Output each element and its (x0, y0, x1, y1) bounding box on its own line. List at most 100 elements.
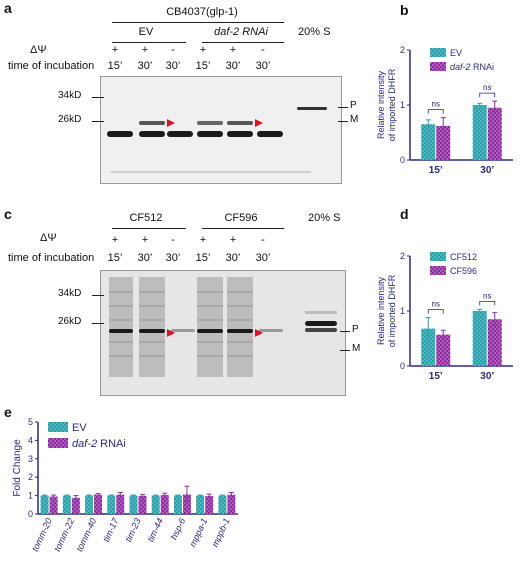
legend-swatch (48, 422, 68, 432)
panel-a-gel (100, 76, 342, 184)
legend-label: daf-2 RNAi (450, 62, 494, 72)
panel-a-label: a (4, 0, 12, 16)
panel-c-time-3: 15’ (195, 252, 211, 264)
bar (487, 319, 502, 366)
panel-a-marker-26kd: 26kD (58, 114, 82, 125)
panel-c-marker-26kd-tick (92, 323, 104, 324)
bar (205, 495, 214, 514)
panel-c-time-4: 30’ (225, 252, 241, 264)
panel-a-dpsi-2: - (171, 44, 175, 56)
bar (116, 494, 125, 514)
legend-label: CF596 (450, 266, 477, 276)
panel-c-group-cf512: CF512 (129, 212, 163, 224)
x-tick-label: 30’ (480, 371, 494, 382)
significance-label: ns (483, 83, 491, 92)
panel-a-time-0: 15’ (107, 60, 123, 72)
x-tick-label: tomm-40 (74, 517, 98, 553)
panel-a-time-1: 30’ (137, 60, 153, 72)
panel-c-dpsi-1: + (141, 234, 149, 246)
bar (138, 495, 147, 514)
legend-swatch (48, 438, 68, 448)
panel-c-p-tick (340, 331, 350, 332)
panel-c-standard: 20% S (308, 212, 341, 224)
panel-c-m-tick (340, 350, 350, 351)
y-axis-label: Fold Change (12, 439, 23, 497)
x-tick-label: tomm-20 (30, 517, 54, 553)
significance-bracket (479, 300, 496, 306)
y-axis-label: of imported DHFR (387, 274, 397, 347)
panel-a-group-ev: EV (138, 26, 154, 38)
y-tick-label: 3 (28, 454, 33, 464)
x-tick-label: mppa-1 (188, 517, 210, 549)
bar (487, 107, 502, 160)
panel-a-time-4: 30’ (225, 60, 241, 72)
bar (421, 328, 436, 366)
y-tick-label: 4 (28, 435, 33, 445)
bar (62, 495, 71, 514)
panel-a-p-label: P (350, 100, 357, 111)
x-tick-label: 15’ (429, 165, 443, 176)
bar (129, 495, 138, 514)
y-tick-label: 0 (400, 361, 405, 371)
panel-c-group-cf512-line (112, 228, 186, 229)
panel-a-dpsi-label: ΔΨ (30, 44, 47, 56)
panel-b-label: b (400, 2, 409, 18)
panel-a-strain-line (112, 22, 284, 23)
chart-b: 0 1 2 15’ ns 30’ ns Relative intensity of import… (376, 45, 513, 176)
x-tick-label: tim-44 (145, 517, 165, 544)
significance-label: ns (483, 291, 491, 300)
bar (151, 495, 160, 514)
panel-a-time-label: time of incubation (8, 60, 95, 72)
bar (160, 495, 169, 514)
y-tick-label: 0 (400, 155, 405, 165)
panel-c-time-2: 30’ (165, 252, 181, 264)
legend-swatch (430, 62, 446, 71)
bar (196, 495, 205, 514)
bar (436, 125, 451, 160)
panel-c-dpsi-2: - (171, 234, 175, 246)
y-axis-label: of imported DHFR (387, 68, 397, 141)
legend-swatch (430, 266, 446, 275)
x-tick-label: tim-17 (101, 516, 121, 544)
y-tick-label: 5 (28, 417, 33, 427)
panel-a-m-tick (338, 121, 348, 122)
panel-a-marker-34kd-tick (92, 97, 104, 98)
x-tick-label: 15’ (429, 371, 443, 382)
x-tick-label: tim-23 (123, 517, 143, 544)
panel-a-p-tick (338, 107, 348, 108)
panel-a-time-5: 30’ (255, 60, 271, 72)
panel-c-gel (100, 270, 346, 396)
panel-a-dpsi-0: + (111, 44, 119, 56)
bar (227, 494, 236, 514)
bar (40, 495, 49, 514)
panel-a-marker-26kd-tick (92, 121, 104, 122)
panel-c-dpsi-4: + (229, 234, 237, 246)
significance-label: ns (432, 300, 440, 309)
panel-c-dpsi-5: - (261, 234, 265, 246)
panel-c-dpsi-0: + (111, 234, 119, 246)
y-axis-label: Relative intensity (376, 70, 386, 139)
panel-c-marker-34kd-tick (92, 295, 104, 296)
panel-a-standard: 20% S (298, 26, 331, 38)
panel-a-time-2: 30’ (165, 60, 181, 72)
bar (85, 495, 94, 514)
panel-c-marker-26kd: 26kD (58, 316, 82, 327)
panel-a-group-daf2-line (202, 42, 284, 43)
panel-c-dpsi-3: + (199, 234, 207, 246)
panel-c-label: c (4, 206, 12, 222)
bar (182, 494, 191, 514)
legend-swatch (430, 252, 446, 261)
significance-bracket (427, 109, 444, 114)
panel-a-strain: CB4037(glp-1) (166, 6, 238, 18)
y-tick-label: 1 (400, 306, 405, 316)
y-tick-label: 0 (28, 509, 33, 519)
panel-a-dpsi-1: + (141, 44, 149, 56)
y-tick-label: 2 (400, 251, 405, 261)
panel-c-time-label: time of incubation (8, 252, 95, 264)
panel-a-group-daf2: daf-2 RNAi (214, 26, 268, 38)
x-tick-label: tomm-22 (52, 517, 76, 553)
x-tick-label: 30’ (480, 165, 494, 176)
panel-c-group-cf596-line (202, 228, 284, 229)
significance-bracket (479, 92, 496, 98)
significance-bracket (427, 309, 444, 314)
